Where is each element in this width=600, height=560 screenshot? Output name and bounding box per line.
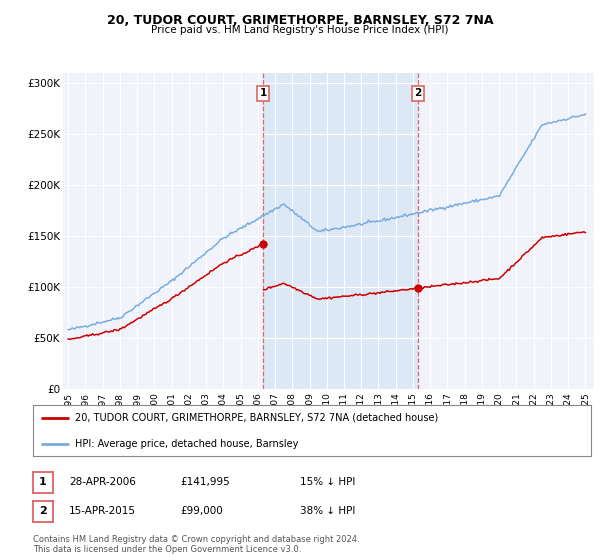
Text: 1: 1	[259, 88, 266, 99]
Text: £141,995: £141,995	[180, 477, 230, 487]
Text: Contains HM Land Registry data © Crown copyright and database right 2024.: Contains HM Land Registry data © Crown c…	[33, 535, 359, 544]
Text: 15% ↓ HPI: 15% ↓ HPI	[300, 477, 355, 487]
Text: 38% ↓ HPI: 38% ↓ HPI	[300, 506, 355, 516]
Text: This data is licensed under the Open Government Licence v3.0.: This data is licensed under the Open Gov…	[33, 545, 301, 554]
Text: Price paid vs. HM Land Registry's House Price Index (HPI): Price paid vs. HM Land Registry's House …	[151, 25, 449, 35]
Text: £99,000: £99,000	[180, 506, 223, 516]
Text: 20, TUDOR COURT, GRIMETHORPE, BARNSLEY, S72 7NA (detached house): 20, TUDOR COURT, GRIMETHORPE, BARNSLEY, …	[75, 413, 438, 423]
Text: 2: 2	[415, 88, 422, 99]
Text: 1: 1	[39, 477, 47, 487]
Bar	[263, 73, 418, 389]
Text: 20, TUDOR COURT, GRIMETHORPE, BARNSLEY, S72 7NA: 20, TUDOR COURT, GRIMETHORPE, BARNSLEY, …	[107, 14, 493, 27]
Text: 15-APR-2015: 15-APR-2015	[69, 506, 136, 516]
Text: 2: 2	[39, 506, 47, 516]
Text: HPI: Average price, detached house, Barnsley: HPI: Average price, detached house, Barn…	[75, 438, 298, 449]
Text: 28-APR-2006: 28-APR-2006	[69, 477, 136, 487]
